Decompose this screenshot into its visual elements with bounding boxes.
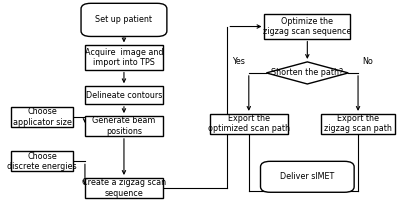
Text: Export the
zigzag scan path: Export the zigzag scan path: [324, 114, 392, 133]
Polygon shape: [266, 62, 348, 84]
FancyBboxPatch shape: [85, 178, 163, 198]
Text: No: No: [362, 57, 373, 66]
FancyBboxPatch shape: [321, 114, 395, 134]
FancyBboxPatch shape: [11, 151, 73, 171]
FancyBboxPatch shape: [11, 107, 73, 127]
Text: Shorten the path?: Shorten the path?: [271, 69, 344, 77]
Text: Delineate contours: Delineate contours: [86, 91, 162, 99]
Text: Generate beam
positions: Generate beam positions: [92, 116, 156, 136]
Text: Acquire  image and
import into TPS: Acquire image and import into TPS: [85, 48, 163, 67]
Text: Deliver sIMET: Deliver sIMET: [280, 172, 334, 181]
FancyBboxPatch shape: [264, 14, 350, 39]
FancyBboxPatch shape: [260, 161, 354, 192]
Text: Set up patient: Set up patient: [96, 15, 152, 24]
Text: Export the
optimized scan path: Export the optimized scan path: [208, 114, 290, 133]
FancyBboxPatch shape: [81, 3, 167, 36]
Text: Optimize the
zigzag scan sequence: Optimize the zigzag scan sequence: [263, 17, 352, 36]
FancyBboxPatch shape: [85, 86, 163, 104]
Text: Create a zigzag scan
sequence: Create a zigzag scan sequence: [82, 178, 166, 198]
Text: Choose
applicator size: Choose applicator size: [12, 107, 72, 127]
FancyBboxPatch shape: [85, 45, 163, 70]
Text: Choose
discrete energies: Choose discrete energies: [7, 152, 77, 171]
Text: Yes: Yes: [232, 57, 245, 66]
FancyBboxPatch shape: [85, 116, 163, 136]
FancyBboxPatch shape: [210, 114, 288, 134]
